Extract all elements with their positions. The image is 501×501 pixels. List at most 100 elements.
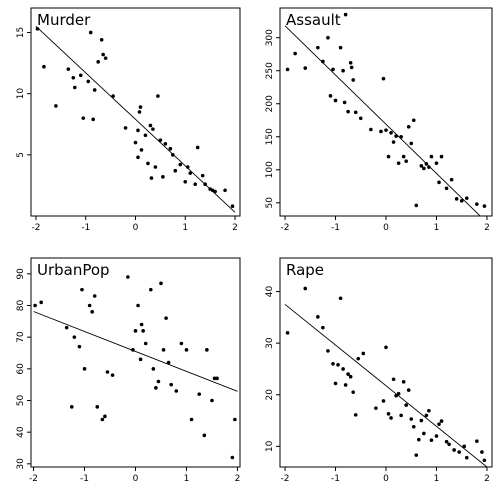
data-point-rape <box>285 331 290 335</box>
data-point-assault <box>353 110 358 115</box>
panel-title-murder: Murder <box>37 11 91 29</box>
fit-line-murder <box>35 26 236 213</box>
data-point-assault <box>419 164 424 168</box>
data-point-rape <box>353 413 358 417</box>
data-point-urbanpop <box>169 382 173 387</box>
data-point-assault <box>475 202 479 206</box>
plot-frame-assault <box>279 7 493 217</box>
y-tick-label-assault: 300 <box>265 29 275 46</box>
data-point-rape <box>401 380 406 384</box>
data-point-urbanpop <box>202 433 207 438</box>
plot-frame-urbanpop <box>30 257 241 468</box>
data-point-rape <box>399 413 403 418</box>
x-tick-label-murder: 1 <box>182 223 188 233</box>
data-point-urbanpop <box>159 281 163 286</box>
data-point-rape <box>480 450 484 454</box>
x-tick-label-murder: -1 <box>81 223 90 233</box>
data-point-rape <box>374 406 378 410</box>
data-point-urbanpop <box>197 392 202 396</box>
data-point-urbanpop <box>154 386 158 390</box>
data-point-rape <box>316 315 320 319</box>
data-point-murder <box>136 155 140 160</box>
data-point-assault <box>449 177 454 182</box>
panel-title-urbanpop: UrbanPop <box>37 261 110 279</box>
data-point-murder <box>183 179 188 184</box>
x-tick-label-urbanpop: -2 <box>29 474 38 484</box>
data-point-rape <box>452 448 456 452</box>
data-point-urbanpop <box>126 275 130 279</box>
data-point-murder <box>213 189 217 194</box>
data-point-urbanpop <box>69 405 74 409</box>
data-point-murder <box>188 171 193 175</box>
data-point-murder <box>71 75 76 80</box>
data-point-urbanpop <box>179 341 184 346</box>
data-point-urbanpop <box>103 414 107 419</box>
data-point-assault <box>342 100 347 105</box>
data-point-murder <box>153 165 158 169</box>
data-point-rape <box>482 458 487 463</box>
y-tick-label-urbanpop: 60 <box>16 363 26 375</box>
y-tick-label-urbanpop: 70 <box>16 331 26 343</box>
data-point-assault <box>328 94 333 98</box>
panel-title-assault: Assault <box>286 11 341 29</box>
data-point-urbanpop <box>110 373 115 377</box>
data-point-murder <box>151 127 155 131</box>
data-point-murder <box>200 173 205 178</box>
data-point-urbanpop <box>39 300 43 305</box>
x-tick-label-urbanpop: 0 <box>133 474 139 484</box>
data-point-assault <box>401 154 406 159</box>
data-point-rape <box>336 363 340 367</box>
data-point-murder <box>146 161 150 166</box>
data-point-urbanpop <box>210 398 214 403</box>
data-point-murder <box>136 128 140 133</box>
data-point-assault <box>427 165 431 169</box>
data-point-murder <box>223 188 227 193</box>
data-point-murder <box>158 138 163 142</box>
data-point-rape <box>346 372 350 376</box>
data-point-assault <box>429 154 434 159</box>
data-point-rape <box>331 361 335 366</box>
data-point-rape <box>361 351 366 356</box>
data-point-rape <box>343 383 348 387</box>
data-point-rape <box>303 286 308 291</box>
y-tick-label-rape: 30 <box>265 337 275 349</box>
data-point-murder <box>35 27 40 31</box>
x-tick-label-assault: 0 <box>383 223 389 233</box>
data-point-urbanpop <box>215 376 219 381</box>
data-point-urbanpop <box>138 357 143 362</box>
data-point-rape <box>419 418 424 423</box>
fit-line-urbanpop <box>33 311 238 392</box>
data-point-urbanpop <box>133 329 138 333</box>
data-point-murder <box>91 117 96 122</box>
data-point-assault <box>399 134 403 139</box>
x-tick-label-assault: -2 <box>281 223 290 233</box>
x-tick-label-rape: 1 <box>434 474 440 484</box>
data-point-assault <box>379 129 383 134</box>
data-point-urbanpop <box>166 360 171 365</box>
data-point-assault <box>285 67 290 72</box>
data-point-urbanpop <box>141 329 145 333</box>
data-point-rape <box>444 439 449 444</box>
data-point-rape <box>348 374 353 379</box>
data-point-murder <box>149 176 154 180</box>
data-point-murder <box>137 110 142 114</box>
data-point-assault <box>386 154 391 159</box>
data-point-murder <box>163 142 168 146</box>
x-tick-label-rape: 0 <box>383 474 389 484</box>
data-point-assault <box>454 197 459 201</box>
data-point-murder <box>123 126 128 130</box>
x-tick-label-assault: 2 <box>484 223 490 233</box>
data-point-murder <box>101 52 105 57</box>
data-point-murder <box>139 148 144 152</box>
data-point-assault <box>381 76 386 81</box>
data-point-urbanpop <box>233 417 237 422</box>
data-point-rape <box>389 416 393 420</box>
y-tick-label-murder: 10 <box>16 88 26 100</box>
data-point-assault <box>404 159 408 163</box>
y-tick-label-urbanpop: 90 <box>16 268 26 280</box>
y-tick-label-assault: 200 <box>265 95 275 112</box>
data-point-murder <box>92 88 97 92</box>
data-point-urbanpop <box>72 335 77 339</box>
data-point-urbanpop <box>136 303 140 308</box>
data-point-murder <box>171 153 175 157</box>
